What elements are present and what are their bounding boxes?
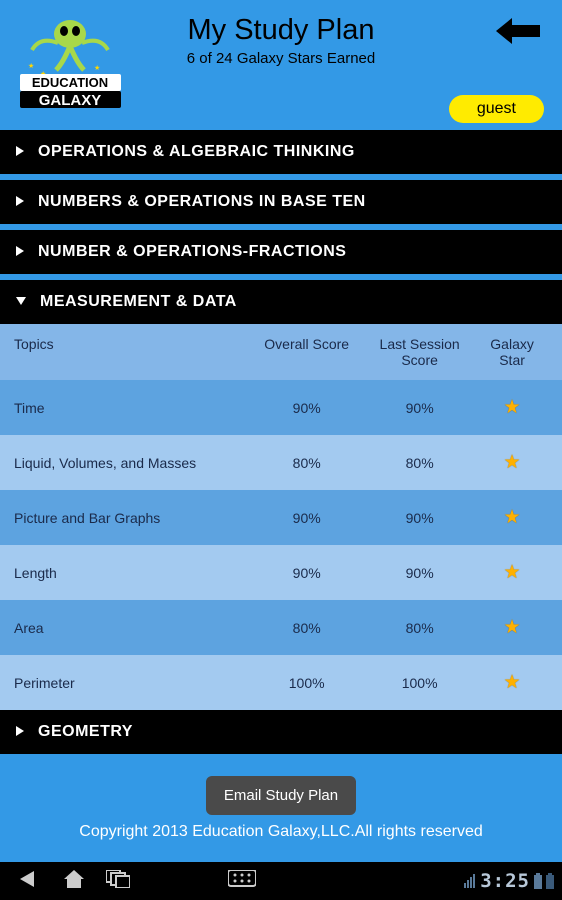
- guest-badge[interactable]: guest: [449, 95, 544, 123]
- cell-overall: 90%: [250, 510, 363, 526]
- clock: 3:25: [480, 870, 530, 892]
- nav-home-icon[interactable]: [52, 870, 96, 893]
- star-icon: ★: [504, 507, 521, 528]
- status-bar: 3:25: [464, 870, 554, 892]
- logo: ★ ★ ★ EDUCATION GALAXY: [18, 8, 123, 108]
- star-icon: ★: [504, 562, 521, 583]
- section-operations[interactable]: OPERATIONS & ALGEBRAIC THINKING: [0, 130, 562, 174]
- cell-overall: 100%: [250, 675, 363, 691]
- svg-text:★: ★: [28, 62, 34, 70]
- chevron-right-icon: [16, 726, 24, 739]
- section-fractions[interactable]: NUMBER & OPERATIONS-FRACTIONS: [0, 230, 562, 274]
- cell-star: ★: [476, 451, 548, 474]
- battery-icon-2: [546, 873, 554, 889]
- nav-back-icon[interactable]: [8, 871, 52, 892]
- cell-last: 80%: [363, 620, 476, 636]
- cell-star: ★: [476, 506, 548, 529]
- cell-star: ★: [476, 561, 548, 584]
- table-row[interactable]: Length90%90%★: [0, 545, 562, 600]
- copyright: Copyright 2013 Education Galaxy,LLC.All …: [0, 823, 562, 841]
- table-body: Time90%90%★Liquid, Volumes, and Masses80…: [0, 380, 562, 710]
- system-navbar: 3:25: [0, 862, 562, 900]
- section-label: NUMBERS & OPERATIONS IN BASE TEN: [38, 193, 366, 211]
- table-row[interactable]: Perimeter100%100%★: [0, 655, 562, 710]
- svg-text:EDUCATION: EDUCATION: [32, 75, 108, 90]
- section-measurement[interactable]: MEASUREMENT & DATA: [0, 280, 562, 324]
- nav-keyboard-icon[interactable]: [220, 870, 264, 893]
- cell-topic: Liquid, Volumes, and Masses: [14, 455, 250, 471]
- cell-topic: Area: [14, 620, 250, 636]
- signal-icon: [464, 874, 476, 888]
- cell-last: 90%: [363, 400, 476, 416]
- cell-last: 90%: [363, 510, 476, 526]
- cell-star: ★: [476, 671, 548, 694]
- cell-topic: Perimeter: [14, 675, 250, 691]
- cell-star: ★: [476, 396, 548, 419]
- cell-star: ★: [476, 616, 548, 639]
- cell-last: 100%: [363, 675, 476, 691]
- col-last: Last Session Score: [363, 336, 476, 368]
- cell-topic: Time: [14, 400, 250, 416]
- section-label: GEOMETRY: [38, 723, 133, 741]
- star-icon: ★: [504, 672, 521, 693]
- chevron-down-icon: [16, 296, 26, 308]
- cell-overall: 80%: [250, 620, 363, 636]
- star-icon: ★: [504, 452, 521, 473]
- table-row[interactable]: Time90%90%★: [0, 380, 562, 435]
- header: ★ ★ ★ EDUCATION GALAXY My Study Plan 6 o…: [0, 0, 562, 130]
- cell-last: 80%: [363, 455, 476, 471]
- nav-recent-icon[interactable]: [96, 870, 140, 893]
- svg-text:GALAXY: GALAXY: [39, 92, 102, 108]
- cell-overall: 90%: [250, 400, 363, 416]
- cell-topic: Length: [14, 565, 250, 581]
- section-label: OPERATIONS & ALGEBRAIC THINKING: [38, 143, 355, 161]
- chevron-right-icon: [16, 146, 24, 159]
- email-study-plan-button[interactable]: Email Study Plan: [206, 776, 356, 815]
- col-overall: Overall Score: [250, 336, 363, 368]
- star-icon: ★: [504, 397, 521, 418]
- cell-topic: Picture and Bar Graphs: [14, 510, 250, 526]
- chevron-right-icon: [16, 196, 24, 209]
- back-arrow-icon[interactable]: [496, 18, 544, 49]
- section-label: MEASUREMENT & DATA: [40, 293, 237, 311]
- table-row[interactable]: Area80%80%★: [0, 600, 562, 655]
- col-star: Galaxy Star: [476, 336, 548, 368]
- svg-text:★: ★: [94, 64, 100, 72]
- star-icon: ★: [504, 617, 521, 638]
- battery-icon: [534, 873, 542, 889]
- chevron-right-icon: [16, 246, 24, 259]
- cell-overall: 90%: [250, 565, 363, 581]
- section-geometry[interactable]: GEOMETRY: [0, 710, 562, 754]
- cell-overall: 80%: [250, 455, 363, 471]
- section-numbers-base-ten[interactable]: NUMBERS & OPERATIONS IN BASE TEN: [0, 180, 562, 224]
- col-topics: Topics: [14, 336, 250, 368]
- table-row[interactable]: Liquid, Volumes, and Masses80%80%★: [0, 435, 562, 490]
- cell-last: 90%: [363, 565, 476, 581]
- table-row[interactable]: Picture and Bar Graphs90%90%★: [0, 490, 562, 545]
- section-label: NUMBER & OPERATIONS-FRACTIONS: [38, 243, 346, 261]
- table-header: Topics Overall Score Last Session Score …: [0, 324, 562, 380]
